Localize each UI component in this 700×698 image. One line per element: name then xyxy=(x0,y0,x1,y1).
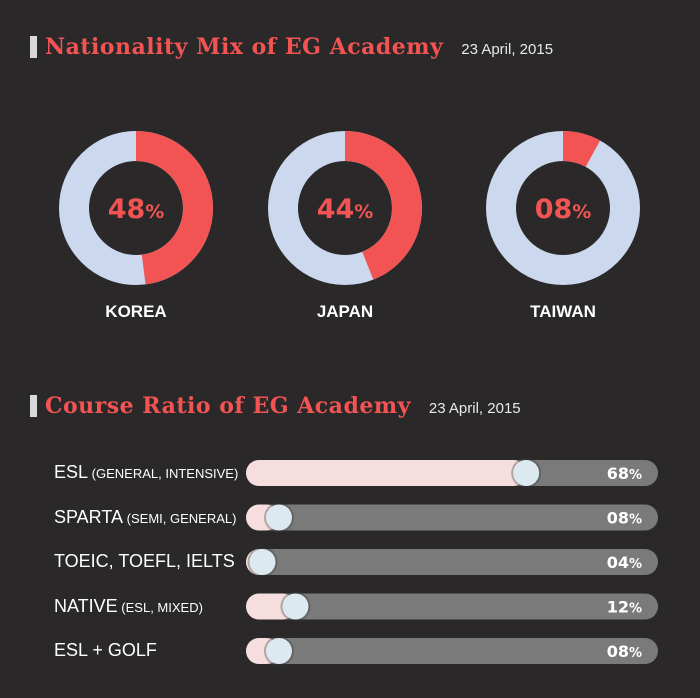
bar-track-sparta xyxy=(246,504,658,531)
bar-label-toeic-toefl-ielts: TOEIC, TOEFL, IELTS xyxy=(54,551,235,572)
bar-value-sparta: 08% xyxy=(607,509,642,528)
bar-label-esl: ESL (GENERAL, INTENSIVE) xyxy=(54,462,238,483)
bar-value-toeic-toefl-ielts: 04% xyxy=(607,553,642,572)
donut-value-korea: 48% xyxy=(108,194,165,225)
title-marker xyxy=(30,395,37,417)
nationality-header: Nationality Mix of EG Academy 23 April, … xyxy=(30,34,553,60)
bar-knob-sparta xyxy=(265,504,292,531)
donut-slice-japan xyxy=(268,131,422,285)
title-marker xyxy=(30,36,37,58)
bar-label-text: TOEIC, TOEFL, IELTS xyxy=(54,551,235,571)
nationality-date: 23 April, 2015 xyxy=(461,40,554,58)
bar-track-toeic-toefl-ielts xyxy=(246,549,658,575)
bar-value-esl: 68% xyxy=(607,464,642,483)
bar-fill-native xyxy=(246,593,296,620)
bar-label-text: ESL + GOLF xyxy=(54,640,157,660)
bar-label-note: (ESL, MIXED) xyxy=(117,599,203,615)
course-title: Course Ratio of EG Academy xyxy=(45,393,411,419)
bar-value-native: 12% xyxy=(607,598,642,617)
bar-knob-esl-golf xyxy=(265,638,292,664)
bar-label-text: ESL xyxy=(54,462,89,482)
bar-label-note: (SEMI, GENERAL) xyxy=(123,510,237,526)
bar-fill-esl xyxy=(246,460,527,486)
donut-slice-taiwan xyxy=(486,131,640,285)
bar-label-note: (GENERAL, INTENSIVE) xyxy=(88,466,239,481)
bar-track-native xyxy=(246,593,658,620)
donut-label-japan: JAPAN xyxy=(317,302,373,321)
donut-value-japan: 44% xyxy=(317,194,374,225)
bar-knob-esl xyxy=(513,460,540,486)
donut-label-taiwan: TAIWAN xyxy=(530,302,596,321)
donut-value-taiwan: 08% xyxy=(535,194,592,225)
bar-knob-native xyxy=(282,593,309,620)
course-header: Course Ratio of EG Academy 23 April, 201… xyxy=(30,393,521,419)
bar-label-sparta: SPARTA (SEMI, GENERAL) xyxy=(54,507,236,528)
bar-label-text: NATIVE xyxy=(54,595,118,616)
bar-track-esl-golf xyxy=(246,638,658,664)
bar-label-esl-golf: ESL + GOLF xyxy=(54,640,157,661)
bar-label-native: NATIVE (ESL, MIXED) xyxy=(54,596,203,617)
donut-label-korea: KOREA xyxy=(105,302,166,321)
bar-value-esl-golf: 08% xyxy=(607,642,642,661)
donut-slice-korea xyxy=(59,131,213,285)
course-date: 23 April, 2015 xyxy=(428,399,521,417)
bar-knob-toeic-toefl-ielts xyxy=(249,549,276,575)
bar-label-text: SPARTA xyxy=(54,506,124,527)
nationality-title: Nationality Mix of EG Academy xyxy=(45,34,444,60)
